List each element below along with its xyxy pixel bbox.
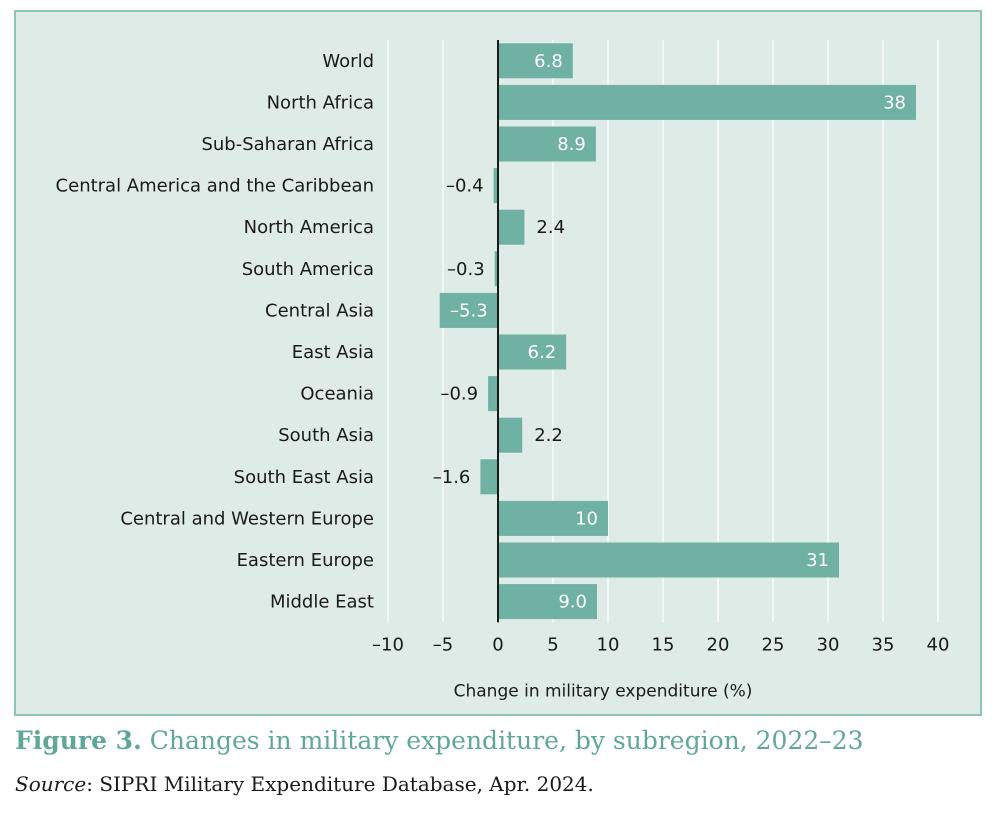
category-label: Oceania: [300, 384, 374, 405]
category-label: South Asia: [278, 425, 374, 446]
chart-panel: World 6.8 North Africa 38 Sub-Saharan Africa…: [14, 10, 982, 716]
bar: [480, 459, 498, 495]
category-label: Middle East: [270, 592, 374, 613]
x-tick-label: 20: [707, 634, 730, 655]
x-tick-label: 10: [597, 634, 620, 655]
x-tick-label: –10: [372, 634, 404, 655]
data-label: 6.2: [528, 342, 557, 363]
bar: [498, 417, 523, 453]
figure-caption: Figure 3. Changes in military expenditur…: [15, 726, 864, 755]
x-tick-label: 35: [872, 634, 895, 655]
bar-chart: World 6.8 North Africa 38 Sub-Saharan Africa…: [56, 40, 950, 701]
category-label: North Africa: [267, 92, 374, 113]
bar: [498, 84, 916, 120]
data-label: –1.6: [433, 467, 471, 488]
bar: [493, 168, 498, 204]
x-axis-title: Change in military expenditure (%): [454, 681, 753, 701]
figure-label: Figure 3.: [15, 726, 142, 755]
bar: [498, 43, 573, 79]
figure-source: Source: SIPRI Military Expenditure Datab…: [15, 772, 594, 796]
x-tick-label: 25: [762, 634, 785, 655]
x-tick-label: 30: [817, 634, 840, 655]
source-text: : SIPRI Military Expenditure Database, A…: [86, 772, 594, 796]
data-label: 38: [883, 92, 906, 113]
bar: [439, 292, 498, 328]
x-tick-label: –5: [433, 634, 453, 655]
data-label: 6.8: [534, 51, 563, 72]
category-label: Central America and the Caribbean: [56, 176, 374, 197]
x-tick-label: 15: [652, 634, 675, 655]
bar: [498, 584, 597, 620]
category-label: Sub-Saharan Africa: [201, 134, 374, 155]
data-label: –0.3: [447, 259, 485, 280]
bar: [498, 209, 525, 245]
x-tick-label: 40: [927, 634, 950, 655]
source-label: Source: [15, 772, 87, 796]
data-label: 8.9: [557, 134, 586, 155]
data-label: 2.2: [534, 425, 563, 446]
category-label: World: [322, 51, 374, 72]
data-label: 10: [575, 508, 598, 529]
data-label: 2.4: [536, 217, 565, 238]
data-label: 9.0: [558, 592, 587, 613]
bar: [498, 334, 567, 370]
x-tick-label: 5: [547, 634, 558, 655]
bar: [498, 542, 839, 578]
category-label: East Asia: [292, 342, 374, 363]
category-label: North America: [244, 217, 374, 238]
data-label: 31: [806, 550, 829, 571]
x-tick-label: 0: [492, 634, 503, 655]
bar: [498, 500, 608, 536]
figure-title: Changes in military expenditure, by subr…: [149, 726, 864, 755]
category-label: South America: [242, 259, 374, 280]
bar: [498, 126, 596, 162]
category-label: South East Asia: [234, 467, 374, 488]
category-label: Eastern Europe: [237, 550, 374, 571]
category-label: Central Asia: [265, 300, 374, 321]
category-label: Central and Western Europe: [120, 508, 374, 529]
data-label: –5.3: [450, 300, 488, 321]
bar: [494, 251, 498, 287]
data-label: –0.4: [446, 176, 484, 197]
data-label: –0.9: [440, 384, 478, 405]
bar: [488, 376, 498, 412]
